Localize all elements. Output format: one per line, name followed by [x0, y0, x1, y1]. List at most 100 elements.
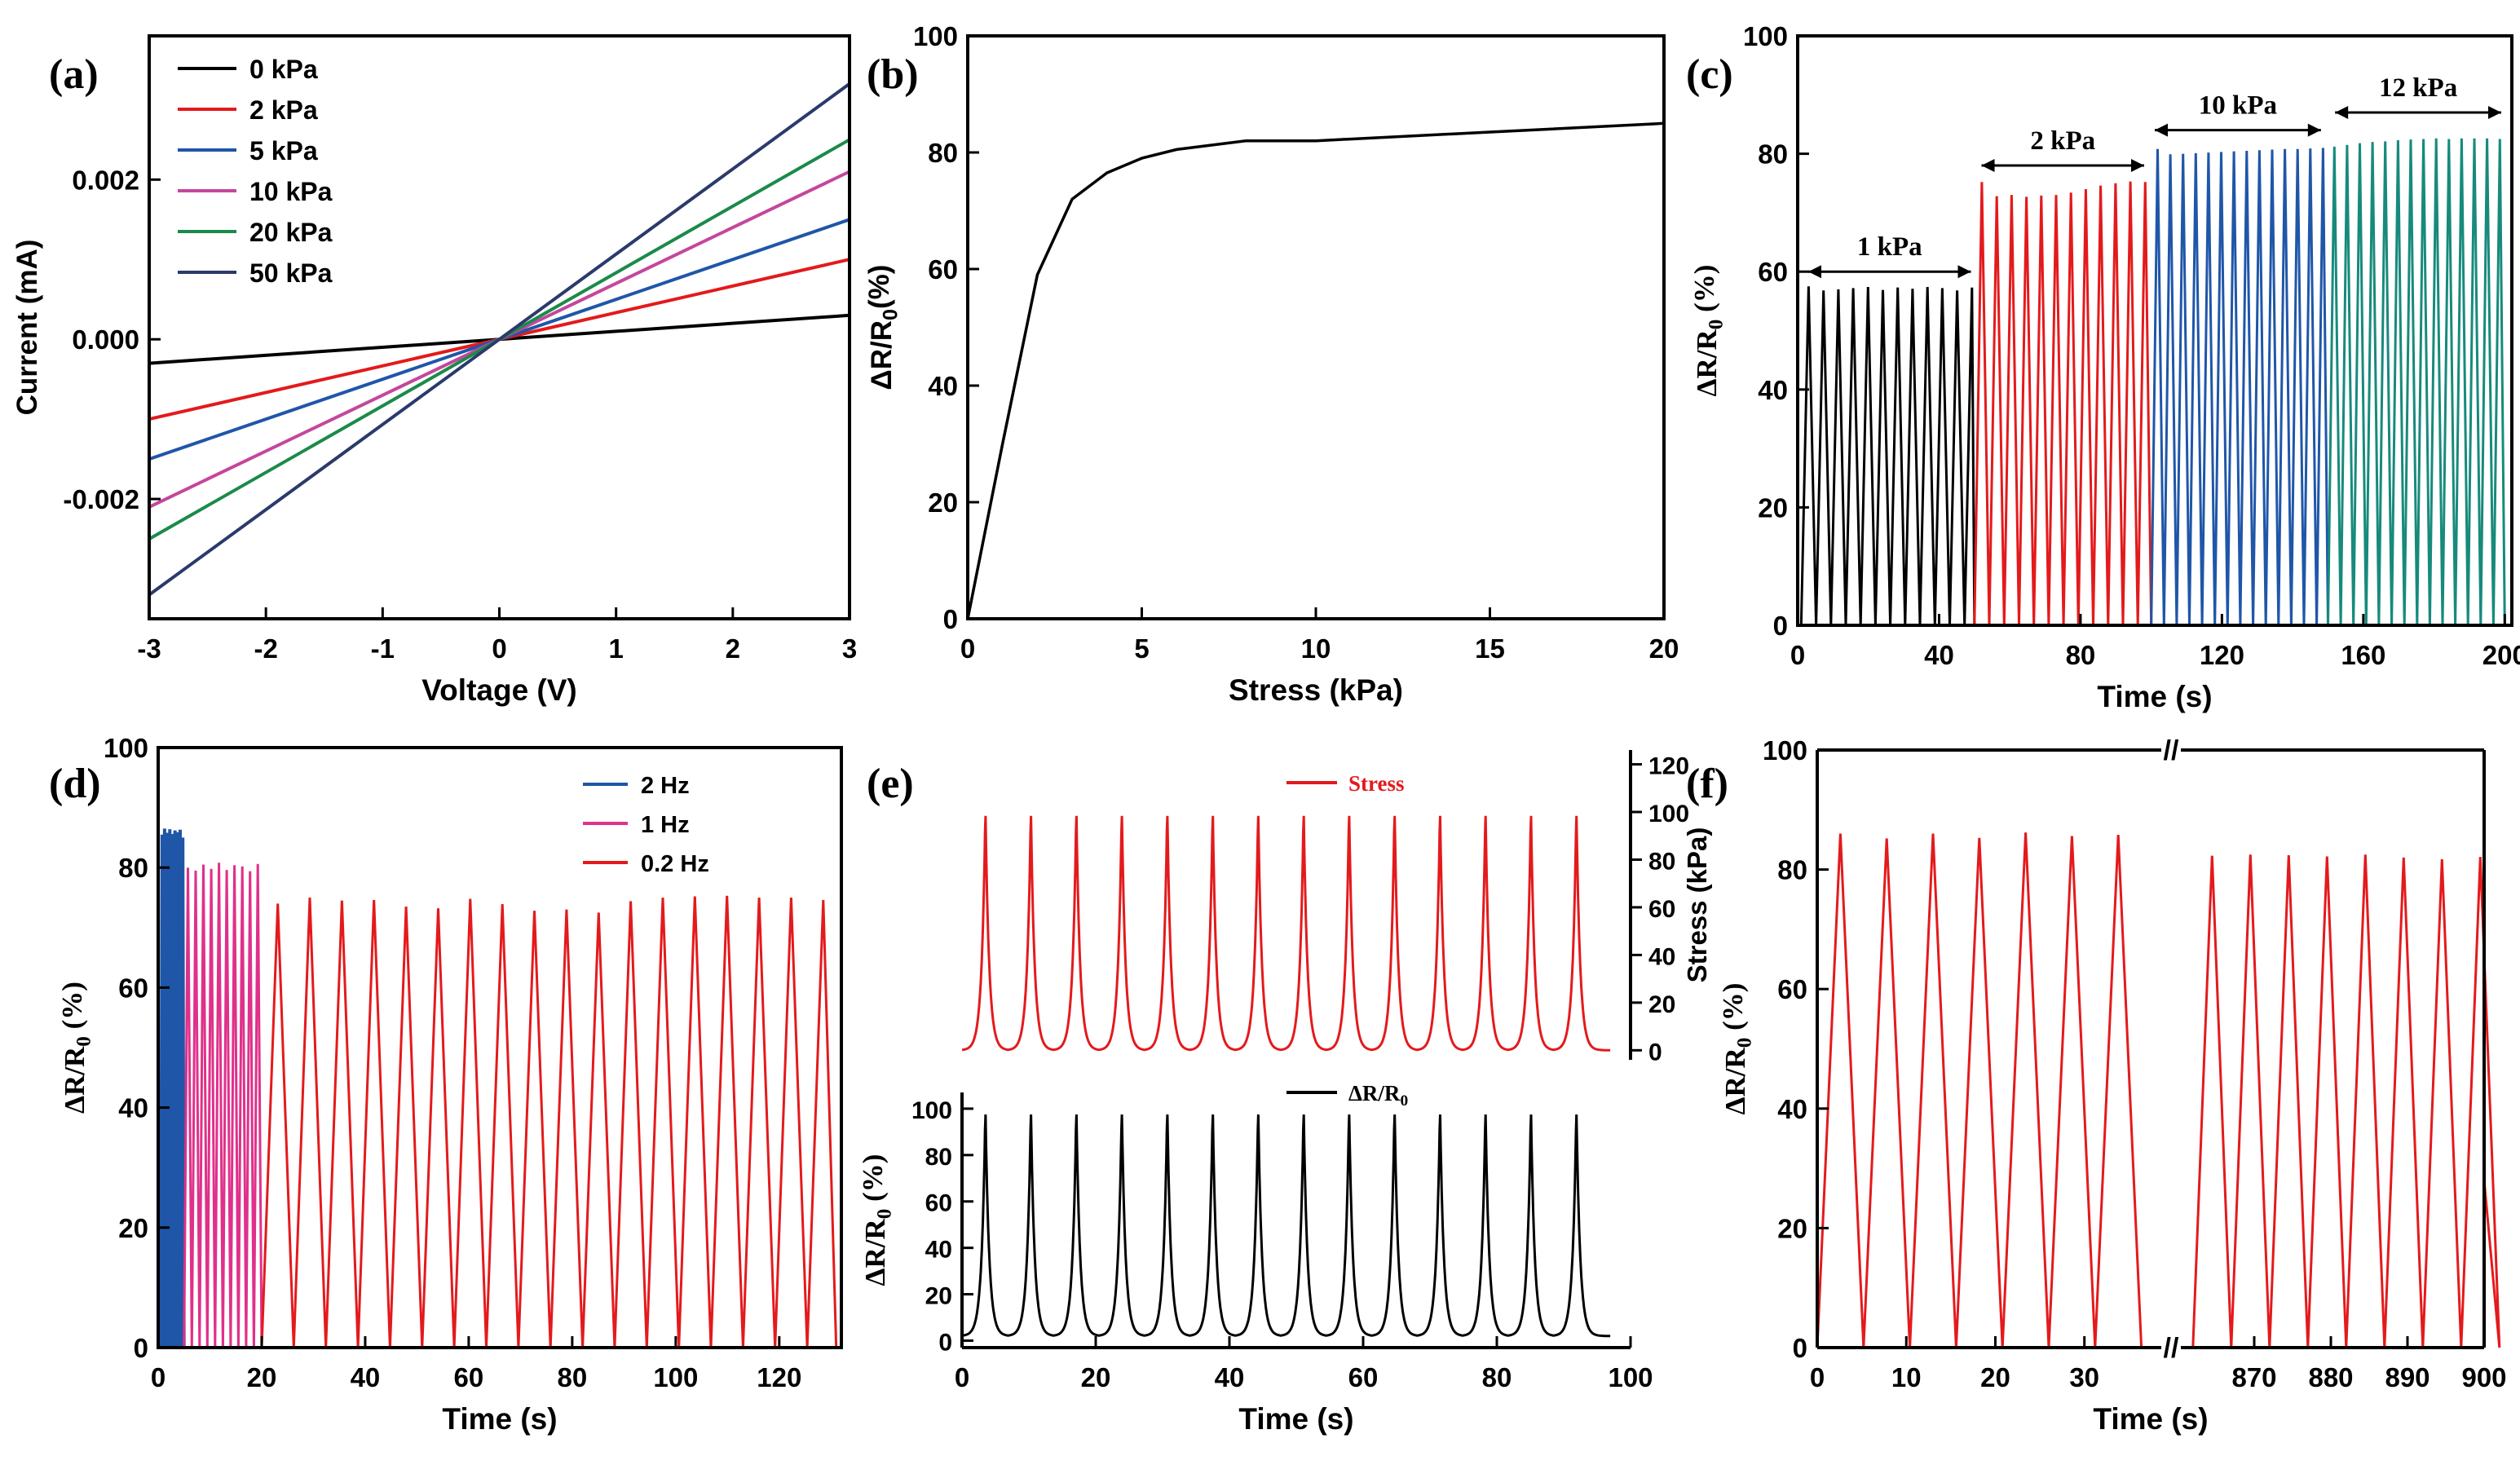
y-tick-label: -0.002: [63, 484, 139, 514]
x-tick-label: 20: [1649, 633, 1679, 664]
x-tick-label: 30: [2069, 1362, 2099, 1392]
y-tick-label: 40: [928, 371, 958, 401]
x-tick-label: 2: [726, 633, 740, 664]
x-tick-label: 100: [1608, 1362, 1653, 1392]
x-tick-label: 880: [2308, 1362, 2353, 1392]
y-tick-label: 20: [1777, 1213, 1807, 1243]
x-tick-label: 120: [757, 1362, 801, 1392]
axis-break-mark: //: [2164, 735, 2179, 766]
series-line-1-kpa: [1799, 286, 1976, 626]
x-tick-label: 200: [2482, 640, 2520, 670]
y-tick-label: 80: [1648, 848, 1675, 875]
y-tick-label: 0: [134, 1333, 148, 1363]
y-tick-label: 0: [1773, 611, 1788, 641]
y-tick-label: 100: [1743, 21, 1788, 51]
x-tick-label: 20: [1081, 1362, 1111, 1392]
x-tick-label: 900: [2461, 1362, 2506, 1392]
y-axis-label: Current (mA): [11, 240, 43, 416]
x-tick-label: 0: [1790, 640, 1805, 670]
y-tick-label: 80: [928, 138, 958, 168]
panel-c: 1 kPa 2 kPa 10 kPa 12 kPa 0 40 80 120 160 200 0 20 4…: [1686, 21, 2520, 713]
series-line-early: [1816, 832, 2143, 1348]
x-tick-label: 40: [1924, 640, 1954, 670]
x-tick-label: 120: [2200, 640, 2244, 670]
legend-label: 50 kPa: [249, 258, 333, 288]
y-tick-label: 0: [1793, 1333, 1807, 1363]
plot-frame: [1796, 34, 2513, 627]
x-tick-label: 15: [1475, 633, 1505, 664]
y-tick-label: 60: [1758, 257, 1788, 287]
x-tick-label: 160: [2341, 640, 2385, 670]
x-tick-label: 890: [2385, 1362, 2430, 1392]
x-tick-label: 3: [842, 633, 857, 664]
series-line-late: [2191, 854, 2501, 1348]
legend-label: 2 kPa: [249, 95, 318, 125]
y-axis-label: ΔR/R0 (%): [857, 1154, 896, 1286]
x-tick-label: 0: [960, 633, 975, 664]
legend-label: 10 kPa: [249, 177, 333, 206]
y-axis-label: ΔR/R0 (%): [56, 982, 95, 1114]
x-tick-label: 5: [1134, 633, 1149, 664]
y-tick-label: 40: [1758, 375, 1788, 405]
legend-label: 1 Hz: [641, 812, 690, 838]
x-tick-label: 0: [492, 633, 506, 664]
panel-label: (e): [867, 761, 914, 807]
x-axis-label: Time (s): [442, 1402, 557, 1436]
y-tick-label: 80: [925, 1144, 952, 1171]
x-tick-label: 10: [1301, 633, 1331, 664]
annotation-label: 1 kPa: [1857, 232, 1922, 262]
x-axis-label: Time (s): [2093, 1402, 2208, 1436]
y-tick-label: 0.002: [72, 165, 139, 195]
series-line-resistance: [961, 1114, 1611, 1338]
panel-b: 0 5 10 15 20 0 20 40 60 80 100 Stress (kPa) ΔR/R0(%)…: [863, 21, 1679, 707]
panel-f: // // 0 10 20 30 870 880 890 900 0 20 40 60 80 100 Time …: [1686, 735, 2507, 1436]
y-axis-label: ΔR/R0(%): [863, 265, 903, 391]
x-axis-label: Time (s): [1238, 1402, 1353, 1436]
x-tick-label: -1: [371, 633, 395, 664]
x-tick-label: 80: [1482, 1362, 1512, 1392]
y-tick-label: 0: [938, 1329, 952, 1356]
panel-label: (f): [1686, 761, 1728, 807]
series-line-stress: [961, 815, 1611, 1052]
y-tick-label: 120: [1648, 753, 1689, 780]
x-tick-label: 60: [1348, 1362, 1379, 1392]
y-tick-label: 100: [911, 1097, 952, 1124]
x-axis-label: Voltage (V): [421, 673, 577, 707]
panel-d: 0 20 40 60 80 100 120 0 20 40 60 80 100 Time (s) ΔR/R0…: [49, 733, 843, 1436]
y-tick-label: 40: [1648, 943, 1675, 970]
x-tick-label: 1: [608, 633, 623, 664]
x-tick-label: 10: [1891, 1362, 1922, 1392]
legend-label: Stress: [1348, 771, 1405, 796]
x-tick-label: 60: [454, 1362, 484, 1392]
plot-frame: [157, 746, 843, 1349]
y-tick-label: 80: [1758, 139, 1788, 170]
y-tick-label: 40: [118, 1093, 148, 1123]
x-tick-label: -3: [137, 633, 161, 664]
x-tick-label: 0: [1810, 1362, 1825, 1392]
y-tick-label: 40: [925, 1237, 952, 1264]
legend-label: 20 kPa: [249, 218, 333, 247]
x-tick-label: 20: [247, 1362, 277, 1392]
y-tick-label: 60: [925, 1190, 952, 1217]
y-tick-label: 60: [1777, 974, 1807, 1004]
y-tick-label: 20: [925, 1283, 952, 1310]
y-tick-label: 40: [1777, 1094, 1807, 1124]
legend-label: 0 kPa: [249, 55, 318, 84]
series-line-50-kpa: [148, 82, 851, 597]
legend-label: ΔR/R0: [1348, 1081, 1408, 1110]
axis-break-mark: //: [2164, 1333, 2179, 1364]
y-tick-label: 20: [118, 1213, 148, 1243]
panel-e: 0 20 40 60 80 100 0 20 40 60 80 100 120 0 20 40 60 80 100 T…: [857, 750, 1712, 1436]
y-tick-label: 20: [1648, 991, 1675, 1018]
y-tick-label: 20: [1758, 492, 1788, 523]
annotation-label: 10 kPa: [2199, 91, 2277, 121]
x-tick-label: 100: [653, 1362, 698, 1392]
y-tick-label: 0.000: [72, 324, 139, 355]
series-line-2-hz: [159, 828, 186, 1348]
y-axis-label: ΔR/R0 (%): [1717, 983, 1756, 1115]
legend-label: 5 kPa: [249, 136, 318, 165]
series-line-10-kpa: [2150, 148, 2329, 626]
annotation-label: 12 kPa: [2379, 73, 2457, 103]
x-tick-label: 20: [1980, 1362, 2010, 1392]
